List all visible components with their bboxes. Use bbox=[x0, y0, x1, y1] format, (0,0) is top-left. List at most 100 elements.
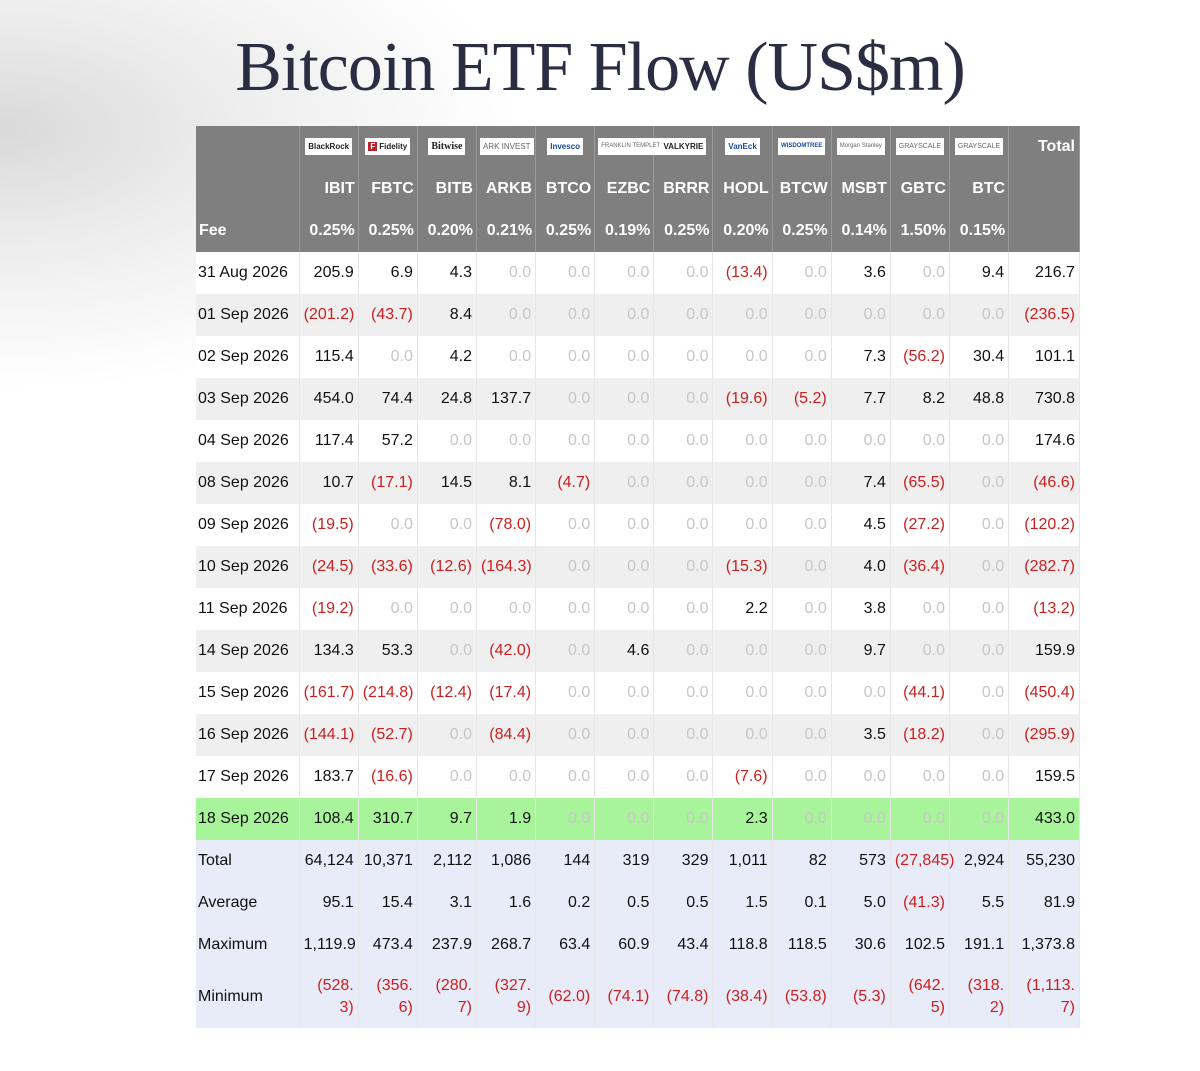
flow-cell: (7.6) bbox=[712, 756, 773, 798]
flow-cell: (84.4) bbox=[476, 714, 537, 756]
header-blank bbox=[196, 168, 300, 210]
flow-cell: (161.7) bbox=[299, 672, 359, 714]
row-total: 81.9 bbox=[1008, 882, 1080, 924]
row-date: 11 Sep 2026 bbox=[196, 588, 300, 630]
flow-cell: (5.3) bbox=[831, 966, 891, 1028]
flow-cell: 0.0 bbox=[535, 630, 596, 672]
flow-cell: 48.8 bbox=[949, 378, 1010, 420]
franklin-templeton-logo: FRANKLIN TEMPLETON bbox=[598, 138, 673, 156]
flow-cell: 0.0 bbox=[594, 294, 655, 336]
flow-cell: 0.0 bbox=[949, 504, 1010, 546]
flow-cell: 2,112 bbox=[417, 840, 477, 882]
ticker-header: BTCW bbox=[772, 168, 832, 210]
flow-cell: (74.8) bbox=[653, 966, 714, 1028]
flow-cell: (74.1) bbox=[594, 966, 655, 1028]
flow-cell: 0.0 bbox=[772, 462, 832, 504]
issuer-logo-row: BlackRock F Fidelity Bitwise ARK INVEST I… bbox=[196, 126, 1080, 168]
flow-cell: 0.0 bbox=[594, 378, 655, 420]
table-body: 31 Aug 2026 205.9 6.9 4.3 0.0 0.0 0.0 0.0 (13.4)… bbox=[196, 252, 1080, 1028]
flow-cell: 8.4 bbox=[417, 294, 477, 336]
flow-cell: 118.8 bbox=[712, 924, 773, 966]
flow-cell: 7.3 bbox=[831, 336, 891, 378]
fidelity-logo-text: Fidelity bbox=[379, 142, 408, 152]
flow-cell: 15.4 bbox=[358, 882, 418, 924]
flow-cell: 2,924 bbox=[949, 840, 1010, 882]
flow-cell: 82 bbox=[772, 840, 832, 882]
flow-cell: (65.5) bbox=[890, 462, 950, 504]
header-blank bbox=[1008, 210, 1080, 252]
ticker-header: MSBT bbox=[831, 168, 891, 210]
flow-cell: 0.0 bbox=[653, 630, 714, 672]
issuer-logo: Bitwise bbox=[417, 126, 477, 168]
flow-cell: 0.0 bbox=[535, 756, 596, 798]
issuer-logo: VanEck bbox=[712, 126, 773, 168]
flow-cell: 0.0 bbox=[712, 630, 773, 672]
flow-cell: 0.2 bbox=[535, 882, 596, 924]
flow-cell: 0.0 bbox=[476, 252, 537, 294]
flow-cell: 0.0 bbox=[772, 756, 832, 798]
flow-cell: (13.4) bbox=[712, 252, 773, 294]
flow-cell: 0.0 bbox=[535, 546, 596, 588]
flow-cell: 268.7 bbox=[476, 924, 537, 966]
flow-cell: (43.7) bbox=[358, 294, 418, 336]
row-total: (1,113.7) bbox=[1008, 966, 1080, 1028]
flow-cell: 0.0 bbox=[653, 798, 714, 840]
flow-cell: (52.7) bbox=[358, 714, 418, 756]
flow-cell: 10.7 bbox=[299, 462, 359, 504]
flow-cell: 0.0 bbox=[476, 294, 537, 336]
flow-cell: 0.0 bbox=[772, 630, 832, 672]
ticker-header: BITB bbox=[417, 168, 477, 210]
flow-cell: 0.0 bbox=[653, 504, 714, 546]
ticker-header: ARKB bbox=[476, 168, 537, 210]
flow-cell: 0.0 bbox=[535, 672, 596, 714]
flow-cell: 0.0 bbox=[653, 588, 714, 630]
flow-cell: 43.4 bbox=[653, 924, 714, 966]
flow-cell: 0.0 bbox=[358, 588, 418, 630]
etf-flow-table: BlackRock F Fidelity Bitwise ARK INVEST I… bbox=[196, 126, 1080, 1028]
flow-cell: 0.0 bbox=[535, 336, 596, 378]
flow-cell: 0.0 bbox=[653, 546, 714, 588]
row-date: 10 Sep 2026 bbox=[196, 546, 300, 588]
flow-cell: 0.0 bbox=[417, 630, 477, 672]
table-row: 04 Sep 2026 117.4 57.2 0.0 0.0 0.0 0.0 0.0 0.0 0.… bbox=[196, 420, 1080, 462]
row-total: (236.5) bbox=[1008, 294, 1080, 336]
flow-cell: 0.0 bbox=[712, 420, 773, 462]
flow-cell: 1,011 bbox=[712, 840, 773, 882]
flow-cell: 454.0 bbox=[299, 378, 359, 420]
flow-cell: (24.5) bbox=[299, 546, 359, 588]
flow-cell: 0.0 bbox=[653, 294, 714, 336]
flow-cell: 0.0 bbox=[949, 798, 1010, 840]
stat-row: Average 95.1 15.4 3.1 1.6 0.2 0.5 0.5 1.5 0.1 5.0(… bbox=[196, 882, 1080, 924]
header-corner bbox=[196, 126, 300, 168]
grayscale-logo: GRAYSCALE bbox=[895, 138, 945, 156]
flow-cell: 137.7 bbox=[476, 378, 537, 420]
flow-cell: (12.4) bbox=[417, 672, 477, 714]
flow-cell: 0.0 bbox=[653, 462, 714, 504]
flow-cell: 0.1 bbox=[772, 882, 832, 924]
row-total: (46.6) bbox=[1008, 462, 1080, 504]
flow-cell: 0.0 bbox=[594, 504, 655, 546]
flow-cell: 0.0 bbox=[831, 756, 891, 798]
flow-cell: 0.0 bbox=[594, 420, 655, 462]
flow-cell: (12.6) bbox=[417, 546, 477, 588]
flow-cell: 0.5 bbox=[594, 882, 655, 924]
flow-cell: 0.0 bbox=[949, 672, 1010, 714]
flow-cell: 53.3 bbox=[358, 630, 418, 672]
table-row: 10 Sep 2026 (24.5) (33.6) (12.6) (164.3) 0.0 0… bbox=[196, 546, 1080, 588]
table-row: 01 Sep 2026 (201.2) (43.7) 8.4 0.0 0.0 0.0 0.0 0… bbox=[196, 294, 1080, 336]
header-blank bbox=[1008, 168, 1080, 210]
flow-cell: 0.0 bbox=[772, 714, 832, 756]
flow-cell: 0.0 bbox=[653, 756, 714, 798]
flow-cell: (164.3) bbox=[476, 546, 537, 588]
flow-cell: 0.0 bbox=[890, 756, 950, 798]
flow-cell: 0.0 bbox=[594, 714, 655, 756]
flow-cell: 115.4 bbox=[299, 336, 359, 378]
vaneck-logo: VanEck bbox=[725, 138, 760, 156]
flow-cell: 0.0 bbox=[772, 672, 832, 714]
ticker-header: FBTC bbox=[358, 168, 418, 210]
ticker-header: HODL bbox=[712, 168, 773, 210]
flow-cell: 3.8 bbox=[831, 588, 891, 630]
flow-cell: 10,371 bbox=[358, 840, 418, 882]
row-date: 31 Aug 2026 bbox=[196, 252, 300, 294]
flow-cell: (44.1) bbox=[890, 672, 950, 714]
